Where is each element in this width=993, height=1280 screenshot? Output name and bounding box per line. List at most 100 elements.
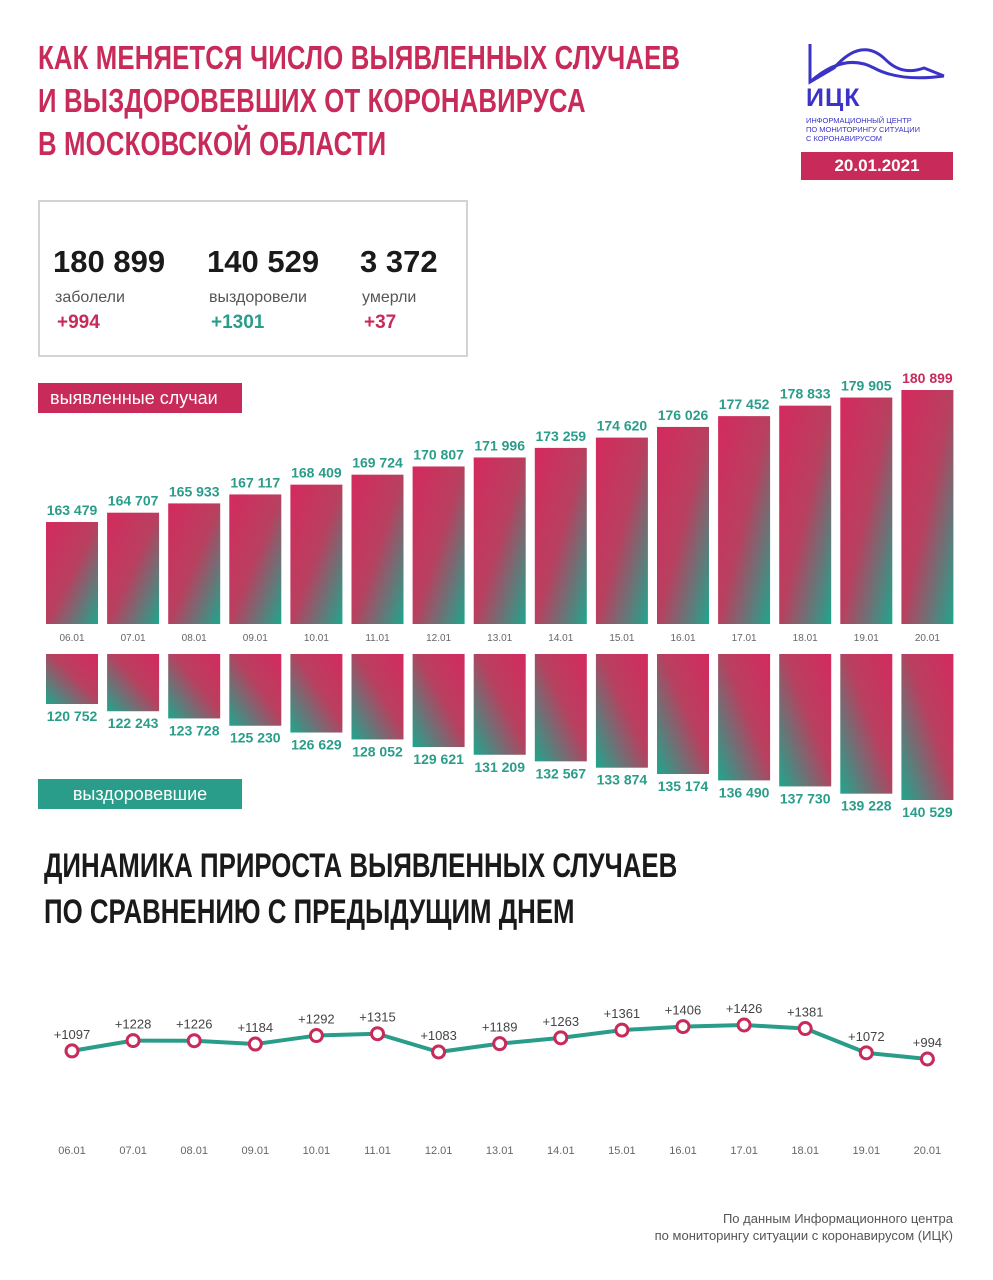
recovered-bar [657, 654, 709, 775]
cases-bar-label: 170 807 [413, 446, 464, 462]
recovered-bar-label: 126 629 [291, 737, 342, 753]
recovered-bar [473, 654, 526, 755]
cases-bar-label: 178 833 [780, 386, 831, 402]
recovered-bar [290, 654, 343, 733]
line-date-label: 15.01 [608, 1145, 636, 1157]
increase-point [919, 1051, 935, 1067]
cases-bar-label: 167 117 [230, 474, 280, 490]
line-date-label: 18.01 [791, 1145, 819, 1157]
increase-value-label: +1184 [238, 1020, 274, 1035]
recovered-bar-label: 131 209 [474, 759, 525, 775]
recovered-bar-label: 139 228 [841, 798, 892, 814]
line-date-label: 12.01 [425, 1145, 453, 1157]
increase-point [247, 1036, 263, 1052]
stat-value: 180 899 [53, 244, 166, 279]
summary-panel: 180 899 заболели +994 140 529 выздоровел… [38, 200, 468, 357]
recovered-bar [779, 654, 832, 787]
logo-org-line-2: по мониторингу ситуации [806, 125, 920, 134]
bar-date-label: 14.01 [548, 633, 573, 644]
stat-delta: +994 [57, 312, 100, 333]
logo: ИЦК Информационный центр по мониторингу … [804, 38, 954, 143]
bar-date-label: 07.01 [121, 633, 146, 644]
cases-bar-label: 163 479 [47, 502, 98, 518]
recovered-bar-label: 123 728 [169, 722, 220, 738]
cases-bar-label: 176 026 [658, 407, 709, 423]
cases-bar-label: 173 259 [535, 428, 586, 444]
cases-bar [657, 426, 709, 624]
increase-value-label: +1263 [543, 1014, 580, 1029]
increase-value-label: +1381 [787, 1005, 824, 1020]
cases-bar-label: 168 409 [291, 465, 342, 481]
recovered-bar [901, 654, 954, 800]
increase-point [64, 1043, 80, 1059]
increase-value-label: +1189 [482, 1020, 518, 1035]
bar-date-label: 11.01 [365, 633, 390, 644]
increase-point [675, 1019, 691, 1035]
logo-org-line-3: с коронавирусом [806, 134, 883, 143]
increase-value-label: +1228 [115, 1017, 152, 1032]
daily-increase-line-chart: +1097 06.01 +1228 07.01 +1226 08.01 +1184 09.01… [54, 1001, 942, 1157]
recovered-bar [168, 654, 221, 719]
increase-value-label: +1097 [54, 1027, 91, 1042]
source-footnote: По данным Информационного центра по мони… [655, 1210, 953, 1244]
stat-value: 3 372 [360, 244, 438, 279]
increase-point [308, 1028, 324, 1044]
cases-bar [473, 457, 526, 624]
line-date-label: 10.01 [303, 1145, 331, 1157]
title-line-2: и выздоровевших от коронавируса [38, 82, 586, 119]
recovered-bar [718, 654, 771, 781]
increase-point [736, 1017, 752, 1033]
stat-label: умерли [362, 289, 417, 306]
bar-date-label: 17.01 [732, 633, 757, 644]
bar-date-label: 16.01 [670, 633, 695, 644]
recovered-bar-label: 135 174 [658, 778, 709, 794]
line-date-label: 13.01 [486, 1145, 514, 1157]
increase-point [370, 1026, 385, 1042]
recovered-bar [534, 654, 587, 762]
increase-value-label: +994 [913, 1035, 942, 1050]
line-date-label: 20.01 [914, 1145, 942, 1157]
cases-recovered-bar-chart: 163 479 164 707 165 933 167 117 168 409 169 7… [46, 370, 954, 820]
logo-abbr: ИЦК [806, 84, 861, 112]
increase-point [125, 1033, 141, 1049]
cases-bar [229, 494, 282, 624]
increase-chart-title: Динамика прироста выявленных случаев по … [44, 843, 677, 935]
cases-bar [290, 484, 343, 624]
cases-bar-label: 180 899 [902, 370, 953, 386]
line-date-label: 07.01 [119, 1145, 147, 1157]
increase-point [858, 1045, 874, 1061]
cases-bar [46, 522, 98, 624]
recovered-bar-label: 133 874 [597, 772, 648, 788]
stat-delta: +37 [364, 312, 397, 333]
logo-wave-icon [808, 44, 945, 85]
recovered-bar-label: 129 621 [413, 751, 464, 767]
date-badge: 20.01.2021 [801, 152, 953, 180]
increase-value-label: +1072 [848, 1029, 885, 1044]
increase-value-label: +1083 [420, 1028, 457, 1043]
recovered-bar [412, 654, 465, 748]
stat-delta: +1301 [211, 312, 265, 333]
increase-point [431, 1044, 447, 1060]
cases-bar-label: 179 905 [841, 378, 892, 394]
cases-bar [779, 405, 832, 624]
stat-label: выздоровели [209, 289, 307, 306]
bar-date-label: 19.01 [854, 633, 879, 644]
bar-date-label: 06.01 [59, 633, 84, 644]
title-line-1: Как меняется число выявленных случаев [38, 39, 681, 76]
line-date-label: 14.01 [547, 1145, 575, 1157]
bar-date-label: 08.01 [182, 633, 207, 644]
increase-point [614, 1022, 630, 1038]
bar-date-label: 10.01 [304, 633, 329, 644]
cases-bar [351, 474, 404, 624]
increase-value-label: +1292 [298, 1012, 335, 1027]
increase-point [186, 1033, 202, 1049]
recovered-bar-label: 122 243 [108, 715, 159, 731]
cases-series-label: выявленные случаи [38, 383, 242, 413]
line-date-label: 11.01 [364, 1145, 391, 1157]
increase-value-label: +1426 [726, 1001, 763, 1016]
recovered-bar-label: 136 490 [719, 784, 770, 800]
recovered-bar-label: 120 752 [47, 708, 98, 724]
bar-date-label: 13.01 [487, 633, 512, 644]
cases-bar-label: 177 452 [719, 396, 770, 412]
cases-bar-label: 169 724 [352, 455, 403, 471]
